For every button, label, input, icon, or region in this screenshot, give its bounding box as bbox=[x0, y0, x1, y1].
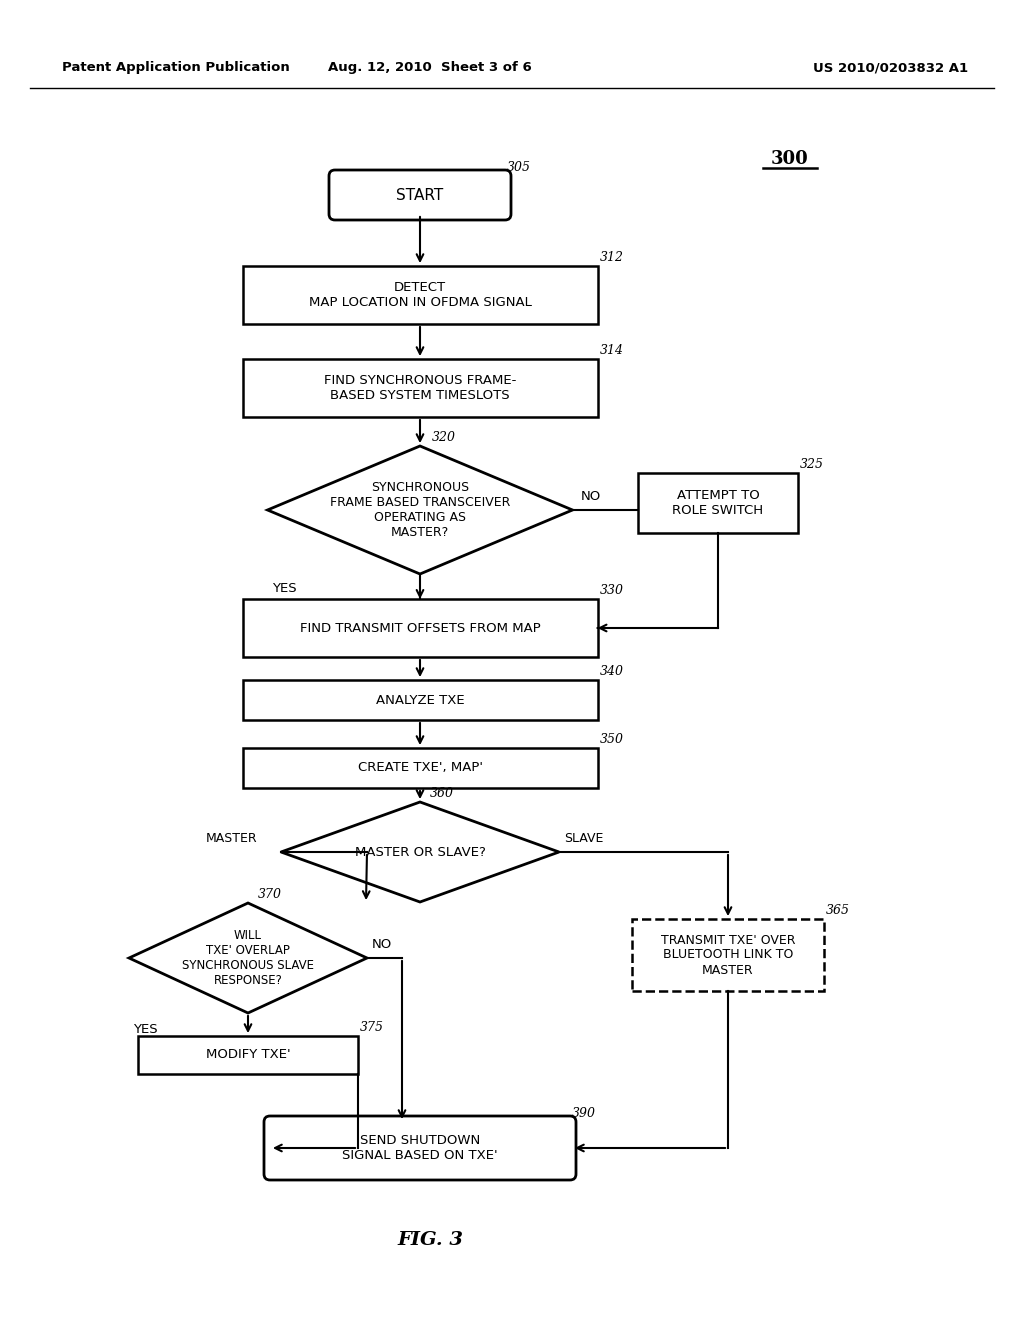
Text: SYNCHRONOUS
FRAME BASED TRANSCEIVER
OPERATING AS
MASTER?: SYNCHRONOUS FRAME BASED TRANSCEIVER OPER… bbox=[330, 480, 510, 539]
Text: WILL
TXE' OVERLAP
SYNCHRONOUS SLAVE
RESPONSE?: WILL TXE' OVERLAP SYNCHRONOUS SLAVE RESP… bbox=[182, 929, 314, 987]
Text: DETECT
MAP LOCATION IN OFDMA SIGNAL: DETECT MAP LOCATION IN OFDMA SIGNAL bbox=[308, 281, 531, 309]
Text: MASTER: MASTER bbox=[206, 832, 258, 845]
Text: MASTER OR SLAVE?: MASTER OR SLAVE? bbox=[354, 846, 485, 858]
Text: START: START bbox=[396, 187, 443, 202]
Text: 365: 365 bbox=[826, 904, 850, 917]
Text: 330: 330 bbox=[599, 583, 624, 597]
FancyBboxPatch shape bbox=[264, 1115, 575, 1180]
Text: YES: YES bbox=[133, 1023, 158, 1036]
Text: FIND SYNCHRONOUS FRAME-
BASED SYSTEM TIMESLOTS: FIND SYNCHRONOUS FRAME- BASED SYSTEM TIM… bbox=[324, 374, 516, 403]
FancyBboxPatch shape bbox=[329, 170, 511, 220]
Polygon shape bbox=[281, 803, 559, 902]
Text: CREATE TXE', MAP': CREATE TXE', MAP' bbox=[357, 762, 482, 775]
Bar bbox=[243, 267, 597, 323]
Polygon shape bbox=[129, 903, 367, 1012]
Text: 350: 350 bbox=[599, 733, 624, 746]
Text: MODIFY TXE': MODIFY TXE' bbox=[206, 1048, 291, 1061]
Text: 390: 390 bbox=[572, 1107, 596, 1119]
Text: Patent Application Publication: Patent Application Publication bbox=[62, 62, 290, 74]
Text: 370: 370 bbox=[258, 888, 282, 902]
Text: FIND TRANSMIT OFFSETS FROM MAP: FIND TRANSMIT OFFSETS FROM MAP bbox=[300, 622, 541, 635]
Text: 325: 325 bbox=[800, 458, 824, 471]
Bar bbox=[638, 473, 798, 533]
Text: 320: 320 bbox=[432, 432, 456, 444]
Text: 300: 300 bbox=[771, 150, 809, 168]
Text: FIG. 3: FIG. 3 bbox=[397, 1232, 463, 1249]
Text: TRANSMIT TXE' OVER
BLUETOOTH LINK TO
MASTER: TRANSMIT TXE' OVER BLUETOOTH LINK TO MAS… bbox=[660, 933, 796, 977]
Bar bbox=[632, 919, 824, 991]
Bar bbox=[243, 599, 597, 657]
Bar bbox=[138, 1036, 358, 1074]
Text: US 2010/0203832 A1: US 2010/0203832 A1 bbox=[813, 62, 968, 74]
Text: Aug. 12, 2010  Sheet 3 of 6: Aug. 12, 2010 Sheet 3 of 6 bbox=[328, 62, 531, 74]
Text: ANALYZE TXE: ANALYZE TXE bbox=[376, 693, 464, 706]
Text: ATTEMPT TO
ROLE SWITCH: ATTEMPT TO ROLE SWITCH bbox=[673, 488, 764, 517]
Text: NO: NO bbox=[581, 490, 601, 503]
Bar bbox=[243, 359, 597, 417]
Bar bbox=[243, 748, 597, 788]
Text: 314: 314 bbox=[599, 345, 624, 356]
Text: NO: NO bbox=[372, 939, 392, 950]
Text: 305: 305 bbox=[507, 161, 531, 174]
Polygon shape bbox=[267, 446, 572, 574]
Text: 340: 340 bbox=[599, 665, 624, 678]
Text: SLAVE: SLAVE bbox=[564, 832, 603, 845]
Text: YES: YES bbox=[272, 582, 297, 595]
Text: SEND SHUTDOWN
SIGNAL BASED ON TXE': SEND SHUTDOWN SIGNAL BASED ON TXE' bbox=[342, 1134, 498, 1162]
Text: 360: 360 bbox=[430, 787, 454, 800]
Bar bbox=[243, 680, 597, 719]
Text: 375: 375 bbox=[360, 1020, 384, 1034]
Text: 312: 312 bbox=[599, 251, 624, 264]
